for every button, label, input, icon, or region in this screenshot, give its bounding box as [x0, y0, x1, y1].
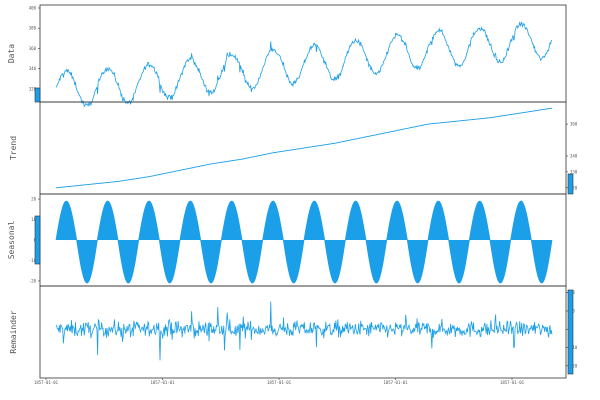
y-tick-label: -10	[570, 345, 578, 350]
y-tick-label: 380	[29, 26, 37, 31]
y-tick-label: 340	[570, 153, 578, 158]
y-tick-label: 10	[31, 217, 36, 222]
seasonal-axis-label: Seasonal	[7, 221, 16, 260]
y-tick-label: 20	[31, 197, 36, 202]
trend-series-line	[55, 107, 553, 189]
y-tick-label: 340	[29, 66, 37, 71]
y-tick-label: -20	[29, 278, 37, 283]
y-tick-label: 330	[570, 169, 578, 174]
panel-frame	[39, 285, 567, 379]
y-tick-label: 360	[570, 122, 578, 127]
x-tick-label: 1857-01-01	[500, 380, 525, 385]
panel-trend: 360 340 330 320 Trend	[9, 101, 578, 195]
y-tick-label: -20	[570, 363, 578, 368]
y-tick-label: 320	[29, 86, 37, 91]
data-series-line	[55, 21, 553, 108]
panel-data: 400 380 360 340 320 Data	[7, 4, 567, 108]
x-tick-label: 1857-01-01	[150, 380, 175, 385]
seasonal-range-bar	[34, 215, 41, 265]
remainder-range-bar	[567, 289, 574, 375]
y-tick-label: 360	[29, 46, 37, 51]
x-tick-label: 1857-01-01	[383, 380, 408, 385]
y-tick-label: 320	[570, 185, 578, 190]
trend-axis-label: Trend	[9, 136, 18, 160]
y-tick-label: -10	[29, 258, 37, 263]
x-tick-label: 1857-01-01	[34, 380, 59, 385]
trend-range-bar	[567, 173, 574, 195]
remainder-series-line	[55, 301, 553, 361]
data-axis-label: Data	[7, 44, 16, 63]
seasonal-area	[56, 201, 552, 283]
data-range-bar	[34, 87, 41, 103]
y-tick-label: 400	[29, 6, 37, 11]
remainder-axis-label: Remainder	[9, 310, 18, 354]
x-tick-label: 1857-01-01	[267, 380, 292, 385]
